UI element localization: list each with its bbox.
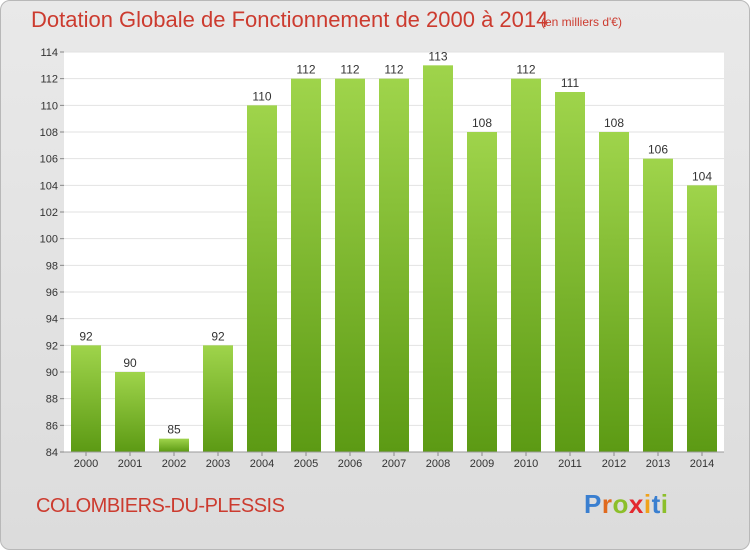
x-tick-label: 2012 xyxy=(602,458,626,470)
y-tick-label: 112 xyxy=(40,74,58,86)
x-tick-label: 2006 xyxy=(338,458,362,470)
bar-2004 xyxy=(247,105,277,452)
y-tick-label: 98 xyxy=(46,260,58,272)
bar-2013 xyxy=(643,158,673,452)
y-tick-label: 90 xyxy=(46,367,58,379)
y-tick-label: 106 xyxy=(40,154,58,166)
value-label-2008: 113 xyxy=(428,49,447,63)
x-tick-label: 2004 xyxy=(250,458,274,470)
y-tick-label: 100 xyxy=(40,234,58,246)
value-labels: 92 90 85 92 110 112 112 112 113 108 112 111 108 106 10… xyxy=(79,49,712,436)
y-tick-label: 110 xyxy=(40,100,58,112)
x-tick-label: 2010 xyxy=(514,458,538,470)
bar-2007 xyxy=(379,78,409,453)
y-tick-label: 102 xyxy=(40,207,58,219)
chart-title: Dotation Globale de Fonctionnement de 20… xyxy=(31,7,549,32)
bar-2005 xyxy=(291,78,321,453)
value-label-2003: 92 xyxy=(211,329,225,343)
logo-letter: P xyxy=(584,489,602,519)
logo-letter: t xyxy=(651,489,661,519)
logo-letter: i xyxy=(643,489,652,519)
bar-2003 xyxy=(203,345,233,452)
x-tick-label: 2003 xyxy=(206,458,230,470)
y-tick-label: 88 xyxy=(46,394,58,406)
x-tick-label: 2008 xyxy=(426,458,450,470)
bar-2011 xyxy=(555,92,585,452)
y-tick-label: 108 xyxy=(40,127,58,139)
x-tick-label: 2002 xyxy=(162,458,186,470)
bar-2012 xyxy=(599,132,629,452)
bar-2014 xyxy=(687,185,717,453)
value-label-2005: 112 xyxy=(296,63,315,77)
x-tick-label: 2000 xyxy=(74,458,98,470)
value-label-2007: 112 xyxy=(384,63,403,77)
value-label-2014: 104 xyxy=(692,169,712,183)
value-label-2012: 108 xyxy=(604,116,624,130)
x-tick-label: 2013 xyxy=(646,458,670,470)
x-tick-label: 2001 xyxy=(118,458,142,470)
commune-name: COLOMBIERS-DU-PLESSIS xyxy=(36,495,285,517)
x-tick-label: 2014 xyxy=(690,458,714,470)
value-label-2006: 112 xyxy=(340,63,359,77)
proxiti-logo: Proxiti xyxy=(584,489,668,520)
bar-2009 xyxy=(467,132,497,452)
logo-letter: o xyxy=(612,489,629,519)
x-tick-label: 2009 xyxy=(470,458,494,470)
value-label-2010: 112 xyxy=(516,63,535,77)
bar-2002 xyxy=(159,438,189,452)
x-tick-label: 2007 xyxy=(382,458,406,470)
value-label-2000: 92 xyxy=(79,329,93,343)
value-label-2009: 108 xyxy=(472,116,492,130)
bars xyxy=(71,65,717,453)
value-label-2001: 90 xyxy=(123,356,137,370)
value-label-2013: 106 xyxy=(648,143,668,157)
x-tick-label: 2011 xyxy=(558,458,582,470)
value-label-2004: 110 xyxy=(252,89,271,103)
bar-2010 xyxy=(511,78,541,453)
x-tick-label: 2005 xyxy=(294,458,318,470)
y-tick-label: 86 xyxy=(46,420,58,432)
logo-letter: r xyxy=(601,489,613,519)
bar-2001 xyxy=(115,372,145,452)
bar-2000 xyxy=(71,345,101,452)
value-label-2011: 111 xyxy=(561,76,580,90)
logo-letter: x xyxy=(628,489,644,519)
y-tick-label: 92 xyxy=(46,340,58,352)
y-tick-label: 94 xyxy=(46,314,58,326)
chart-subtitle: (en milliers d'€) xyxy=(541,15,622,29)
bar-2006 xyxy=(335,78,365,453)
y-tick-label: 84 xyxy=(46,447,58,459)
y-tick-label: 104 xyxy=(40,180,58,192)
y-axis-ticks: 84 86 88 90 92 94 96 98 100 102 104 106 108 110 112 114 xyxy=(40,47,64,459)
bar-2008 xyxy=(423,65,453,452)
logo-letter: i xyxy=(660,489,669,519)
value-label-2002: 85 xyxy=(167,423,181,437)
x-axis-ticks: 2000 2001 2002 2003 2004 2005 2006 2007 2008 2009… xyxy=(74,452,714,470)
y-tick-label: 96 xyxy=(46,287,58,299)
y-tick-label: 114 xyxy=(40,47,58,59)
